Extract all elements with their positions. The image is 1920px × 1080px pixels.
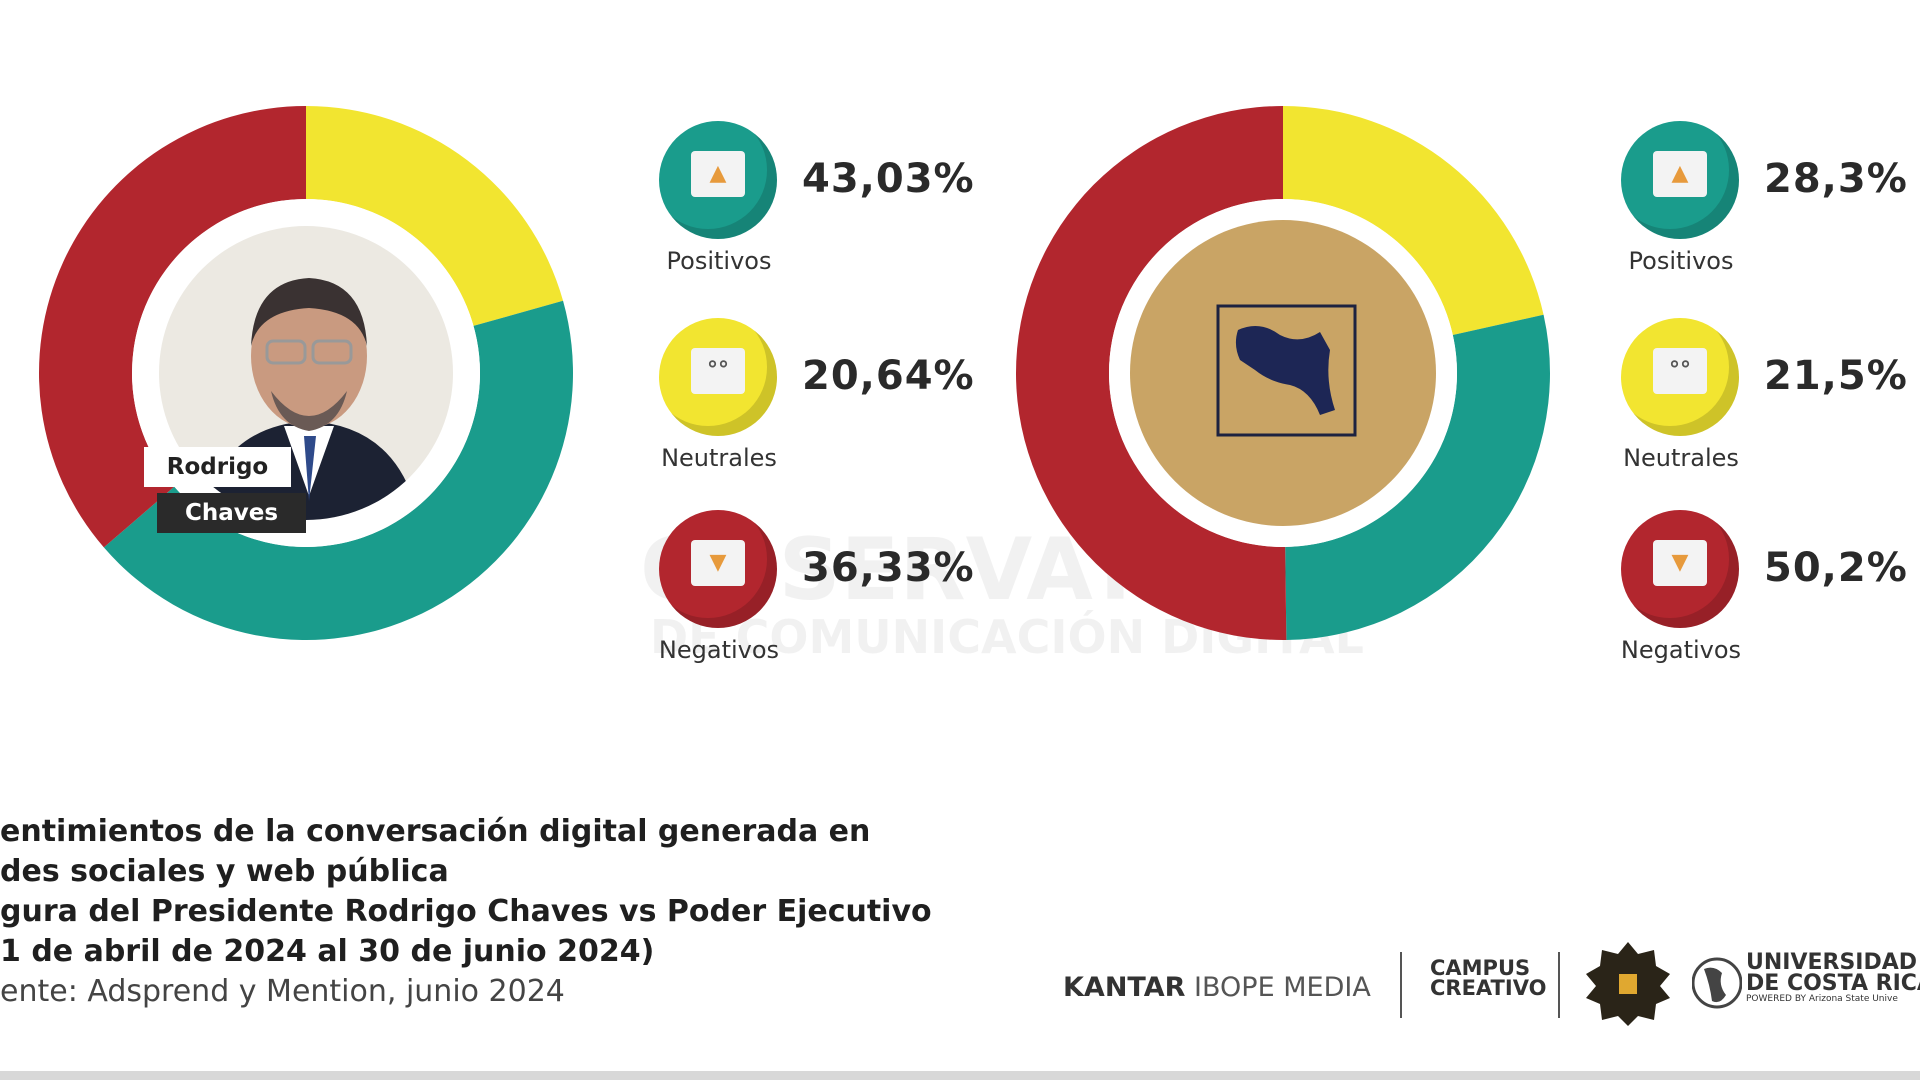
- caption-line-1: entimientos de la conversación digital g…: [0, 814, 871, 849]
- donut-slice-positivos: [103, 300, 574, 641]
- value-label-neutrales: 21,5%: [1764, 353, 1908, 399]
- university-name-2: DE COSTA RICA: [1746, 971, 1920, 996]
- caption-line-3: gura del Presidente Rodrigo Chaves vs Po…: [0, 894, 932, 929]
- value-label-positivos: 43,03%: [802, 156, 975, 202]
- legend-label-neutrales: Neutrales: [1623, 444, 1739, 472]
- donut-slice-positivos: [1285, 314, 1551, 640]
- costa-rica-emblem: [1130, 220, 1436, 526]
- kantar-logo: KANTAR IBOPE MEDIA: [1063, 972, 1371, 1003]
- legend-label-positivos: Positivos: [1628, 247, 1734, 275]
- legend-label-positivos: Positivos: [666, 247, 772, 275]
- value-label-negativos: 36,33%: [802, 545, 975, 591]
- legend-label-negativos: Negativos: [1620, 636, 1742, 664]
- university-powered: POWERED BY Arizona State Unive: [1746, 994, 1898, 1004]
- value-label-positivos: 28,3%: [1764, 156, 1908, 202]
- thumbs-down-icon: ▼: [659, 510, 777, 628]
- divider: [1400, 952, 1402, 1018]
- legend-label-negativos: Negativos: [658, 636, 780, 664]
- kantar-bold: KANTAR: [1063, 972, 1186, 1003]
- bottom-bar: [0, 1071, 1920, 1080]
- globe-icon: [1692, 957, 1742, 1009]
- thumbs-up-icon: ▲: [659, 121, 777, 239]
- university-name-1: UNIVERSIDAD LA: [1746, 950, 1920, 975]
- donut-slice-neutrales: [1283, 106, 1544, 336]
- thumbs-down-icon: ▼: [1621, 510, 1739, 628]
- legend-label-neutrales: Neutrales: [661, 444, 777, 472]
- costa-rica-map-icon: [1235, 326, 1335, 415]
- kantar-light: IBOPE MEDIA: [1194, 972, 1371, 1003]
- name-tag-last: Chaves: [157, 493, 306, 533]
- caption-source: ente: Adsprend y Mention, junio 2024: [0, 974, 565, 1009]
- neutral-face-icon: °°: [1621, 318, 1739, 436]
- name-tag-first: Rodrigo: [144, 447, 291, 487]
- donut-slice-negativos: [1016, 106, 1287, 640]
- caption-line-2: des sociales y web pública: [0, 854, 449, 889]
- value-label-neutrales: 20,64%: [802, 353, 975, 399]
- campus-creativo-logo: CAMPUS CREATIVO: [1430, 956, 1547, 1000]
- divider: [1558, 952, 1560, 1018]
- donut-slice-negativos: [38, 106, 306, 548]
- neutral-face-icon: °°: [659, 318, 777, 436]
- caption-line-4: 1 de abril de 2024 al 30 de junio 2024): [0, 934, 655, 969]
- donut-slice-neutrales: [306, 106, 564, 326]
- seal-logo: [1586, 942, 1670, 1026]
- university-logo: UNIVERSIDAD LA DE COSTA RICA POWERED BY …: [1746, 950, 1920, 1005]
- value-label-negativos: 50,2%: [1764, 545, 1908, 591]
- thumbs-up-icon: ▲: [1621, 121, 1739, 239]
